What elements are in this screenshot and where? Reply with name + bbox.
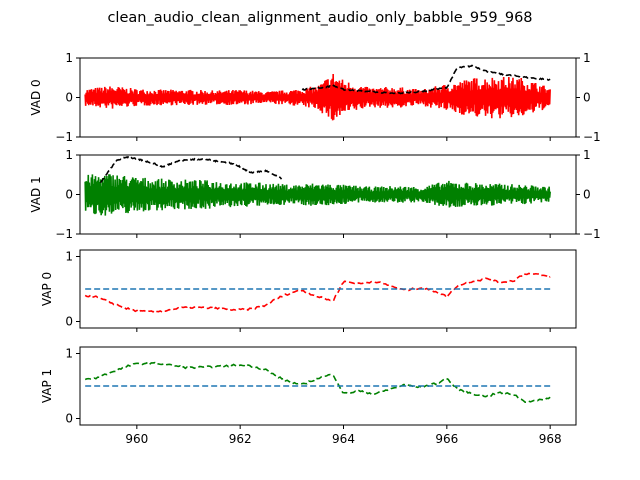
- y-axis-label: VAP 0: [40, 272, 54, 306]
- axes-frame: [79, 346, 577, 426]
- chart-title: clean_audio_clean_alignment_audio_only_b…: [107, 10, 532, 26]
- right-y-tick-label: −1: [583, 130, 601, 144]
- x-tick-label: 964: [332, 432, 355, 446]
- panel-1: −1 0 1 −1 0 1 VAD 0: [29, 51, 601, 144]
- y-tick-label: 1: [65, 250, 73, 264]
- y-axis-label: VAP 1: [40, 369, 54, 403]
- y-tick-label: −1: [55, 130, 73, 144]
- plot-area: [84, 64, 551, 121]
- y-tick-label: 1: [65, 148, 73, 162]
- plot-area: [84, 272, 551, 314]
- y-axis-label: VAD 0: [29, 79, 43, 115]
- y-tick-label: 0: [65, 91, 73, 105]
- probability-series: [84, 272, 551, 314]
- y-tick-label: 0: [65, 412, 73, 426]
- plot-area: [84, 155, 551, 216]
- axes-frame: [79, 249, 577, 329]
- y-tick-label: 0: [65, 315, 73, 329]
- right-y-tick-label: 1: [583, 51, 591, 65]
- y-tick-label: 0: [65, 188, 73, 202]
- envelope-series: [99, 155, 283, 184]
- right-y-tick-label: 1: [583, 148, 591, 162]
- y-tick-label: 1: [65, 347, 73, 361]
- panel-4: 0 1 960 962 964 966 968 VAP 1: [40, 346, 577, 446]
- y-axis-label: VAD 1: [29, 176, 43, 212]
- right-y-tick-label: −1: [583, 227, 601, 241]
- panel-2: −1 0 1 −1 0 1 VAD 1: [29, 148, 601, 241]
- panel-3: 0 1 VAP 0: [40, 249, 577, 332]
- y-tick-label: 1: [65, 51, 73, 65]
- right-y-tick-label: 0: [583, 188, 591, 202]
- right-y-tick-label: 0: [583, 91, 591, 105]
- x-tick-label: 960: [125, 432, 148, 446]
- y-tick-label: −1: [55, 227, 73, 241]
- waveform-series: [84, 74, 551, 121]
- plot-area: [84, 361, 551, 403]
- envelope-series: [301, 64, 551, 95]
- x-tick-label: 968: [539, 432, 562, 446]
- x-tick-label: 962: [229, 432, 252, 446]
- probability-series: [84, 361, 551, 403]
- waveform-series: [84, 174, 551, 216]
- x-tick-label: 966: [435, 432, 458, 446]
